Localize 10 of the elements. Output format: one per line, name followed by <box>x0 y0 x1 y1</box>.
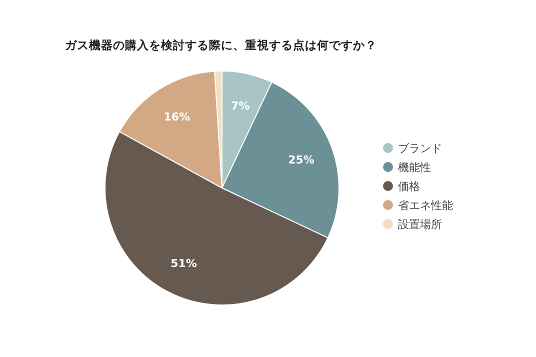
chart-title: ガス機器の購入を検討する際に、重視する点は何ですか？ <box>65 38 377 52</box>
legend-label: 機能性 <box>398 160 431 174</box>
data-label: 16% <box>164 110 190 124</box>
data-label: 51% <box>170 256 197 270</box>
legend-label: 設置場所 <box>398 218 442 231</box>
data-label: 7% <box>231 100 250 113</box>
legend-label: 価格 <box>398 180 420 193</box>
legend-label: ブランド <box>398 142 442 155</box>
data-label: 25% <box>288 153 314 166</box>
legend-label: 省エネ性能 <box>398 198 453 212</box>
